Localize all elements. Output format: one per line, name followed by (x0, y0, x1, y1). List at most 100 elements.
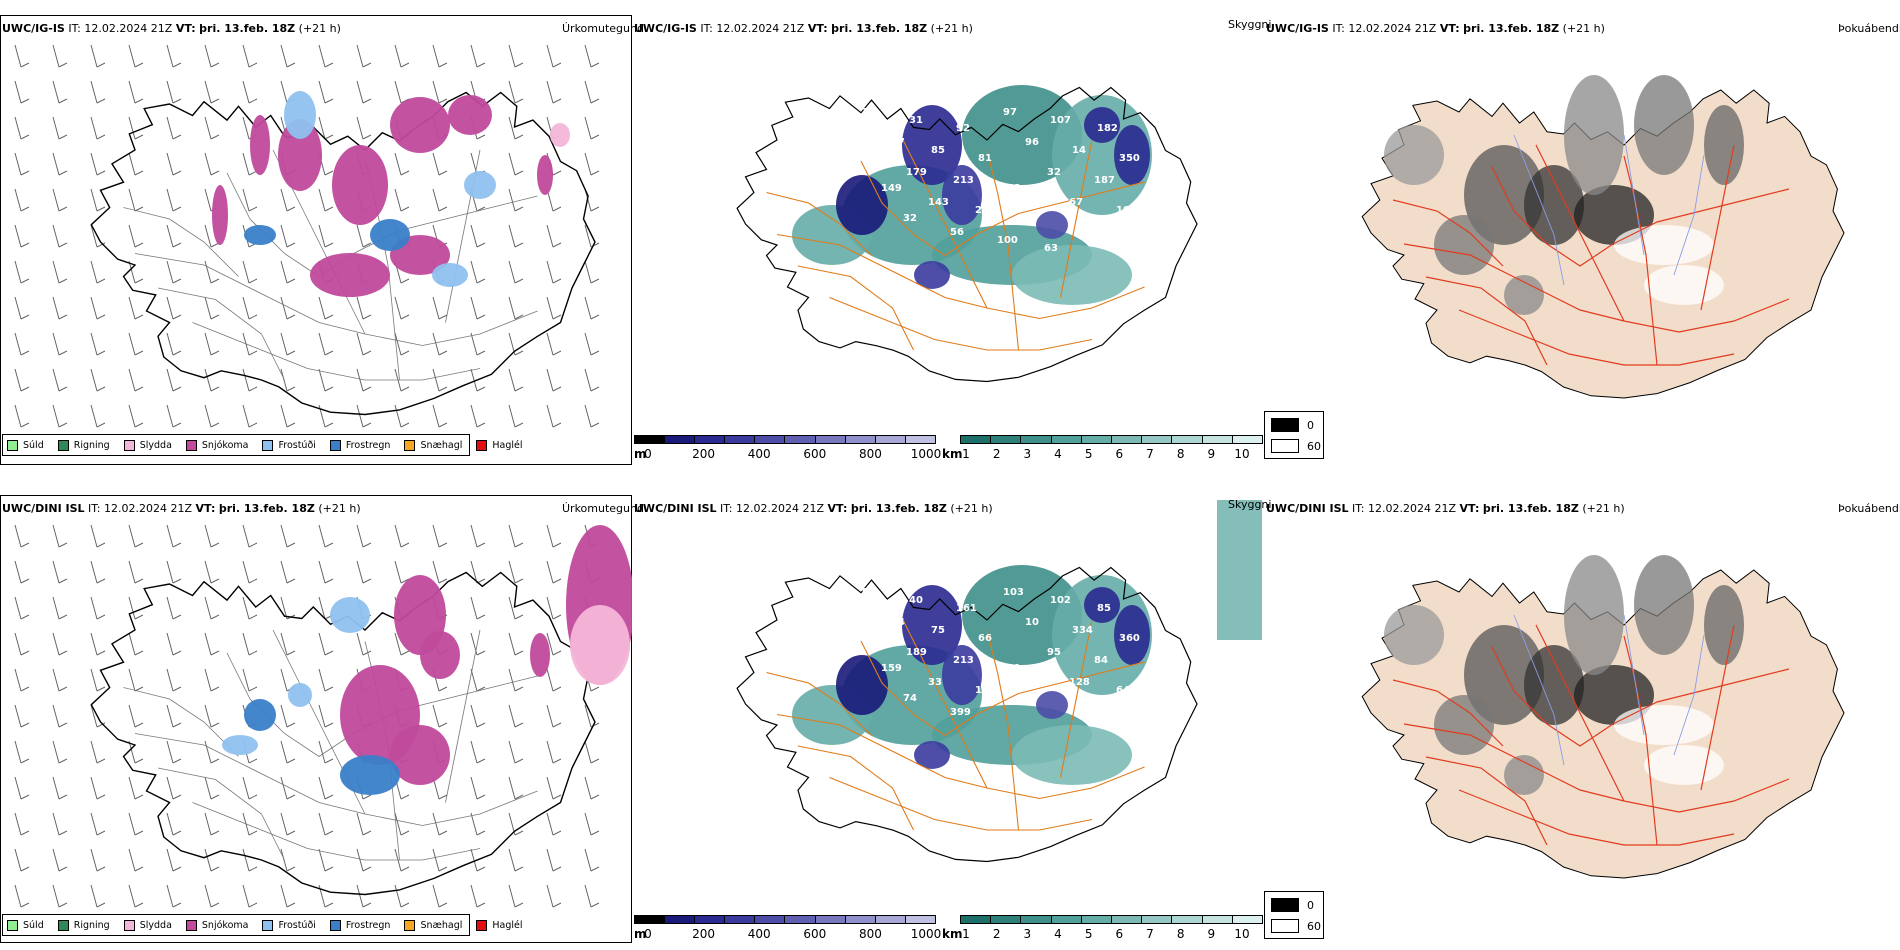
visibility-label: 187 (884, 137, 905, 148)
colorbar-tick: 4 (1054, 927, 1062, 941)
legend-item: Snjókoma (185, 439, 248, 451)
road-line (1700, 624, 1735, 791)
colorbar-step (1051, 916, 1082, 923)
wind-barb (318, 188, 326, 212)
wind-barb-flag (286, 542, 296, 548)
wind-barb (546, 632, 554, 656)
wind-barb-flag (362, 314, 372, 320)
colorbar-tick: 1 (962, 447, 970, 461)
colorbar-step (1112, 916, 1143, 923)
wind-barb (204, 44, 212, 68)
wind-barb (508, 740, 516, 764)
fog-map-bottom (1361, 555, 1845, 879)
wind-barb-flag (134, 170, 144, 176)
precip-area (310, 253, 390, 297)
wind-barb-flag (248, 350, 258, 356)
wind-barb-flag (286, 830, 296, 836)
visibility-area (914, 261, 950, 289)
road-line (1392, 199, 1504, 267)
wind-barb (166, 776, 174, 800)
wind-barb (584, 296, 592, 320)
visibility-label: 81 (978, 153, 992, 164)
wind-barb-flag (324, 206, 334, 212)
road-line (123, 207, 239, 277)
wind-barb-flag (552, 578, 562, 584)
wind-barb (14, 848, 22, 872)
wind-barb-flag (514, 722, 524, 728)
wind-barb-flag (552, 794, 562, 800)
wind-barb (508, 776, 516, 800)
road-line (797, 265, 914, 351)
wind-barb-flag (590, 170, 600, 176)
wind-barb (52, 524, 60, 548)
wind-barb-flag (96, 422, 106, 428)
wind-barb-flag (590, 314, 600, 320)
wind-barb (508, 44, 516, 68)
wind-barb-flag (324, 170, 334, 176)
wind-barb-flag (324, 386, 334, 392)
visibility-area (902, 585, 962, 665)
wind-barb-flag (514, 98, 524, 104)
panel-title-fog-top: Þokuábendi (1838, 22, 1900, 35)
wind-barb-flag (20, 614, 30, 620)
wind-barb-flag (552, 422, 562, 428)
wind-barb-flag (438, 422, 448, 428)
fog-area (1704, 585, 1744, 665)
wind-barb-flag (210, 830, 220, 836)
wind-barb-flag (514, 614, 524, 620)
fog-area (1384, 605, 1444, 665)
visibility-label: 74 (903, 693, 917, 704)
panel-header-bottom-fog: UWC/DINI ISL IT: 12.02.2024 21Z VT: þri.… (1266, 502, 1625, 515)
wind-barb (508, 668, 516, 692)
wind-barb (128, 776, 136, 800)
wind-barb (356, 116, 364, 140)
wind-barb (280, 404, 288, 428)
wind-barb-flag (552, 62, 562, 68)
wind-barb (470, 668, 478, 692)
visibility-area (1084, 107, 1120, 143)
wind-barb-flag (58, 422, 68, 428)
fog-area (1504, 755, 1544, 795)
wind-barb-flag (590, 206, 600, 212)
precip-panel-frame (0, 495, 632, 943)
visibility-area (942, 645, 982, 705)
wind-barb (166, 404, 174, 428)
wind-barb (280, 812, 288, 836)
panel-header-top-precip: UWC/IG-IS IT: 12.02.2024 21Z VT: þri. 13… (2, 22, 341, 35)
visibility-label: 56 (950, 227, 964, 238)
fog-swatch-high (1271, 898, 1299, 912)
wind-barb (546, 848, 554, 872)
colorbar-step (665, 436, 696, 443)
wind-barb (90, 116, 98, 140)
wind-barb-flag (96, 758, 106, 764)
visibility-area (1012, 245, 1132, 305)
precip-map-bottom (14, 524, 632, 908)
fog-legend-top: 0 60 (1264, 411, 1324, 459)
road-line (1535, 144, 1625, 322)
legend-item: Haglél (476, 919, 523, 931)
wind-barb-flag (590, 422, 600, 428)
wind-barb (52, 560, 60, 584)
wind-barb-flag (20, 902, 30, 908)
legend-item: Slydda (123, 439, 172, 451)
wind-barb (14, 596, 22, 620)
wind-barb (128, 224, 136, 248)
visibility-label: 14 (1072, 145, 1086, 156)
wind-barb (470, 812, 478, 836)
wind-barb-flag (134, 242, 144, 248)
wind-barb (394, 80, 402, 104)
road-line (192, 802, 481, 861)
wind-barb (90, 332, 98, 356)
wind-barb (280, 80, 288, 104)
wind-barb-flag (96, 542, 106, 548)
wind-barb (14, 44, 22, 68)
wind-barb-flag (210, 722, 220, 728)
wind-barb (128, 704, 136, 728)
fog-area (1634, 75, 1694, 175)
wind-barb (128, 260, 136, 284)
wind-barb (90, 368, 98, 392)
wind-barb (52, 224, 60, 248)
colorbar-step (665, 916, 696, 923)
wind-barb (204, 404, 212, 428)
wind-barb (546, 524, 554, 548)
